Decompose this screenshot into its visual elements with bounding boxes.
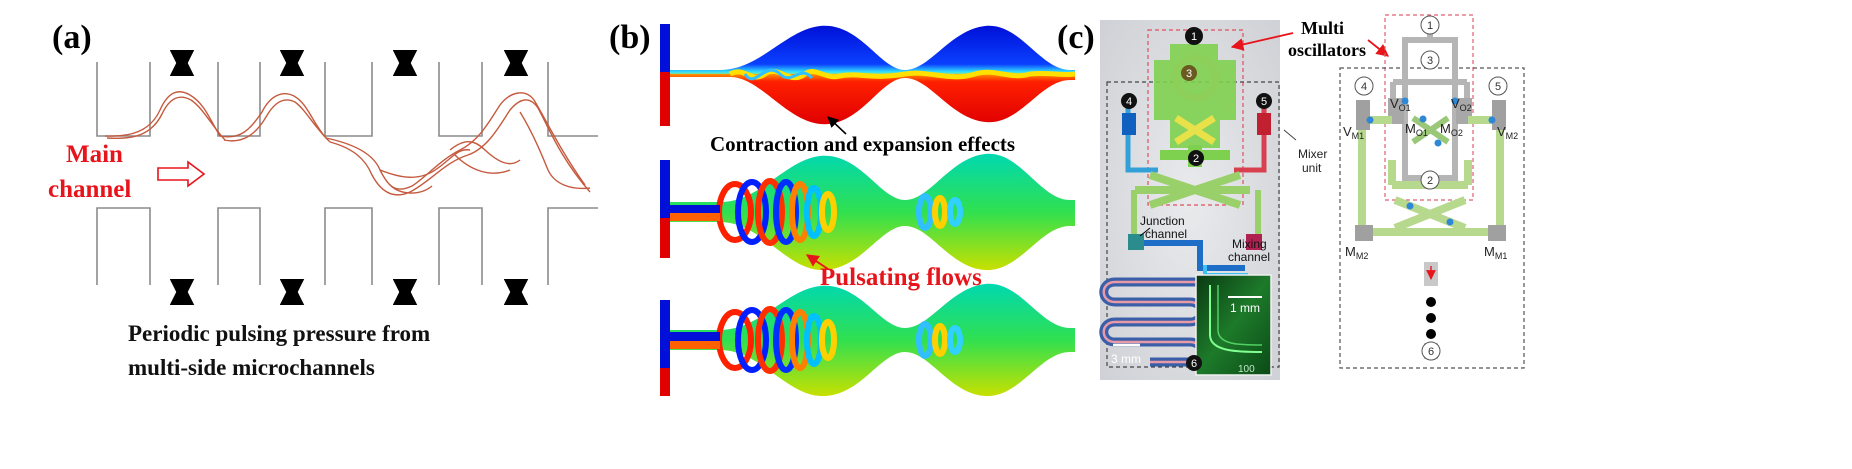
label-mo1: MO1 <box>1405 121 1428 138</box>
panel-b-label: (b) <box>609 19 651 56</box>
channel-walls <box>96 62 598 285</box>
svg-text:3: 3 <box>1186 68 1192 80</box>
svg-text:6: 6 <box>1428 346 1434 358</box>
panel-b: (b) Contraction and expansion effects <box>609 19 1076 397</box>
svg-text:1: 1 <box>1427 20 1433 32</box>
schem-port-2: 2 <box>1420 170 1440 190</box>
caption-line2: multi-side microchannels <box>128 355 375 380</box>
svg-text:4: 4 <box>1361 81 1367 93</box>
svg-text:2: 2 <box>1193 153 1199 165</box>
mixing-label-line2: channel <box>1228 250 1270 264</box>
pulsating-annotation: Pulsating flows <box>820 264 982 291</box>
label-vm2: VM2 <box>1497 124 1518 141</box>
panel-c: (c) <box>1057 14 1525 380</box>
svg-text:6: 6 <box>1191 358 1197 370</box>
mixer-unit-line2: unit <box>1302 161 1322 175</box>
contraction-annotation: Contraction and expansion effects <box>710 132 1015 156</box>
label-mm2: MM2 <box>1345 244 1368 261</box>
panel-c-label: (c) <box>1057 19 1095 56</box>
device-schematic: 1 3 4 5 2 6 VO1 VO <box>1339 14 1525 369</box>
fluid-interface <box>104 91 591 196</box>
main-channel-label-line1: Main <box>66 141 123 168</box>
contraction-arrow <box>827 116 847 135</box>
junction-label-line2: channel <box>1145 227 1187 241</box>
main-channel-label-line2: channel <box>48 176 131 203</box>
simulation-bottom <box>660 283 1075 397</box>
mixer-unit-line1: Mixer <box>1298 147 1327 161</box>
multi-oscillators-line2: oscillators <box>1288 40 1366 60</box>
multi-oscillators-line1: Multi <box>1301 18 1344 38</box>
svg-text:4: 4 <box>1126 96 1132 108</box>
pulsating-arrow-1 <box>805 254 829 270</box>
label-vm1: VM1 <box>1343 124 1364 141</box>
photo-port-4: 4 <box>1121 93 1137 109</box>
svg-text:5: 5 <box>1495 81 1501 93</box>
simulation-top <box>660 24 1076 126</box>
device-photo: 1 mm 100 3 mm 1 3 4 5 <box>1099 20 1280 380</box>
schem-port-6: 6 <box>1421 341 1441 361</box>
photo-port-1: 1 <box>1185 27 1203 45</box>
photo-stamp: 100 <box>1238 364 1255 375</box>
pressure-arrows-bottom <box>169 278 529 306</box>
svg-text:1: 1 <box>1191 31 1197 43</box>
mixing-label-line1: Mixing <box>1232 237 1267 251</box>
schem-port-4: 4 <box>1354 76 1374 96</box>
schem-port-3: 3 <box>1420 50 1440 70</box>
svg-text:2: 2 <box>1427 175 1433 187</box>
inset-scale-label: 1 mm <box>1230 301 1260 315</box>
schem-port-1: 1 <box>1420 15 1440 35</box>
photo-port-3: 3 <box>1181 65 1197 81</box>
junction-label-line1: Junction <box>1140 214 1185 228</box>
label-mm1: MM1 <box>1484 244 1507 261</box>
multi-arrow-left <box>1230 32 1294 51</box>
main-channel-arrow <box>157 160 206 188</box>
svg-text:3: 3 <box>1427 55 1433 67</box>
photo-port-2: 2 <box>1188 150 1204 166</box>
simulation-middle <box>660 153 1075 271</box>
main-scale-label: 3 mm <box>1111 352 1141 366</box>
pressure-arrows-top <box>169 49 529 77</box>
label-vo1: VO1 <box>1390 96 1411 113</box>
schem-port-5: 5 <box>1488 76 1508 96</box>
label-vo2: VO2 <box>1451 96 1472 113</box>
svg-text:5: 5 <box>1261 96 1267 108</box>
photo-port-6: 6 <box>1186 355 1202 371</box>
label-mo2: MO2 <box>1440 121 1463 138</box>
photo-port-5: 5 <box>1256 93 1272 109</box>
caption-line1: Periodic pulsing pressure from <box>128 321 430 346</box>
panel-a-label: (a) <box>52 19 92 56</box>
panel-a: (a) <box>48 19 598 380</box>
